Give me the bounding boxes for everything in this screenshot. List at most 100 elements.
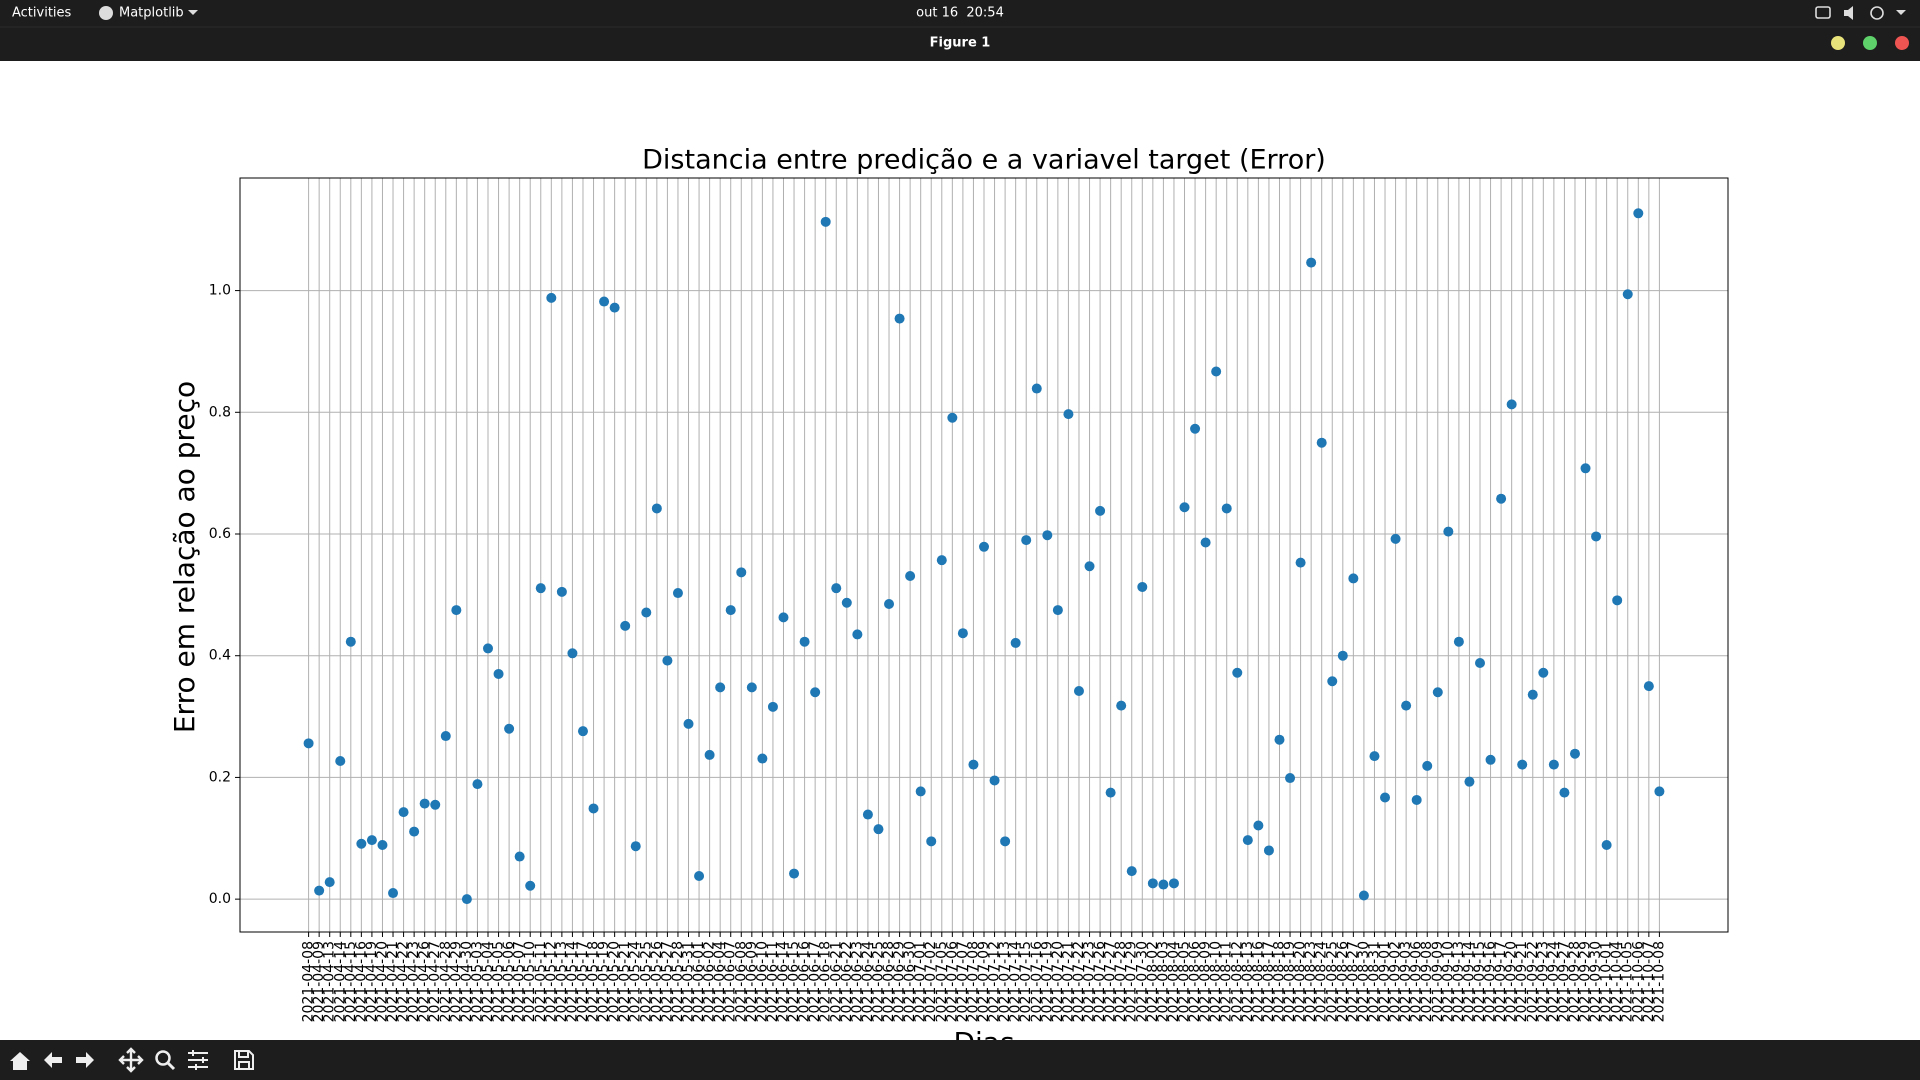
top-bar [0, 0, 1920, 61]
window-title: Figure 1 [930, 36, 991, 51]
point [1306, 257, 1317, 268]
pan-button[interactable] [118, 1047, 144, 1073]
x-tick-label: 2021-08-17 [1261, 941, 1277, 1022]
x-tick-label: 2021-05-12 [543, 941, 559, 1022]
y-tick-label: 0.0 [209, 891, 231, 907]
x-tick-label: 2021-05-14 [564, 941, 580, 1022]
point [1232, 667, 1243, 678]
point [1475, 658, 1485, 669]
home-button[interactable] [10, 1052, 30, 1070]
x-tick-label: 2021-06-15 [786, 941, 802, 1022]
x-tick-label: 2021-08-20 [1293, 941, 1309, 1022]
x-tick-label: 2021-04-28 [438, 941, 454, 1022]
point [556, 586, 567, 597]
forward-button[interactable] [76, 1052, 94, 1068]
point [377, 839, 388, 850]
x-tick-label: 2021-07-09 [976, 941, 992, 1022]
point [1105, 787, 1116, 798]
x-tick-label: 2021-08-19 [1282, 941, 1298, 1022]
x-tick-label: 2021-09-06 [1409, 941, 1425, 1022]
x-tick-label: 2021-09-21 [1514, 941, 1530, 1022]
point [388, 888, 399, 899]
clock[interactable]: out 16 20:54 [916, 6, 1004, 21]
toolbar [0, 1040, 1920, 1080]
x-tick-label: 2021-06-01 [691, 941, 707, 1022]
point [1095, 505, 1106, 516]
x-tick-label: 2021-09-22 [1525, 941, 1541, 1022]
x-tick-label: 2021-07-29 [1124, 941, 1140, 1022]
point [1168, 878, 1179, 889]
x-tick-label: 2021-10-07 [1641, 941, 1657, 1022]
volume-icon[interactable] [1844, 6, 1853, 20]
app-menu[interactable]: Matplotlib [119, 6, 184, 21]
point [662, 655, 673, 666]
point [683, 718, 694, 729]
point [1137, 581, 1148, 592]
point [599, 296, 610, 307]
back-button[interactable] [44, 1052, 62, 1068]
x-tick-label: 2021-09-01 [1377, 941, 1393, 1022]
x-tick-label: 2021-05-10 [522, 941, 538, 1022]
point [588, 803, 599, 814]
x-tick-label: 2021-08-10 [1208, 941, 1224, 1022]
point [630, 841, 641, 852]
activities[interactable]: Activities [12, 6, 72, 21]
x-tick-label: 2021-04-29 [448, 941, 464, 1022]
point [1084, 561, 1095, 572]
minimize-button[interactable] [1831, 36, 1845, 50]
point [324, 877, 335, 888]
point [1401, 700, 1412, 711]
save-button[interactable] [234, 1050, 254, 1070]
point [1390, 533, 1401, 544]
point [1506, 399, 1517, 410]
point [1369, 751, 1380, 762]
x-tick-label: 2021-08-24 [1314, 941, 1330, 1022]
point [1211, 366, 1222, 377]
x-tick-label: 2021-07-23 [1082, 941, 1098, 1022]
x-tick-label: 2021-06-07 [723, 941, 739, 1022]
maximize-button[interactable] [1863, 36, 1877, 50]
zoom-button[interactable] [155, 1050, 176, 1071]
x-tick-label: 2021-04-08 [301, 941, 317, 1022]
x-tick-label: 2021-08-18 [1271, 941, 1287, 1022]
x-tick-label: 2021-05-17 [575, 941, 591, 1022]
x-tick-label: 2021-07-05 [934, 941, 950, 1022]
point [1527, 689, 1538, 700]
point [1116, 700, 1127, 711]
close-button[interactable] [1895, 36, 1909, 50]
point [1622, 289, 1633, 300]
point [1242, 835, 1253, 846]
x-tick-label: 2021-08-27 [1345, 941, 1361, 1022]
point [356, 838, 367, 849]
point [1633, 208, 1644, 219]
x-tick-label: 2021-08-31 [1366, 941, 1382, 1022]
x-tick-label: 2021-06-28 [881, 941, 897, 1022]
point [841, 597, 852, 608]
x-tick-label: 2021-04-14 [332, 941, 348, 1022]
point [483, 643, 493, 654]
x-tick-label: 2021-10-06 [1630, 941, 1646, 1022]
x-tick-label: 2021-06-18 [818, 941, 834, 1022]
x-tick-label: 2021-06-22 [839, 941, 855, 1022]
point [609, 302, 620, 313]
configure-button[interactable] [188, 1050, 208, 1070]
point [1285, 773, 1296, 784]
point [1643, 681, 1654, 692]
point [1221, 503, 1232, 514]
network-icon[interactable] [1815, 6, 1831, 19]
x-tick-label: 2021-06-17 [807, 941, 823, 1022]
point [419, 798, 430, 809]
x-tick-label: 2021-07-21 [1060, 941, 1076, 1022]
x-tick-label: 2021-05-11 [533, 941, 549, 1022]
x-tick-label: 2021-08-12 [1229, 941, 1245, 1022]
point [493, 668, 504, 679]
point [715, 682, 726, 693]
point [810, 687, 821, 698]
x-tick-label: 2021-07-08 [965, 941, 981, 1022]
x-tick-label: 2021-08-16 [1250, 941, 1266, 1022]
power-icon[interactable] [1870, 6, 1884, 20]
system-menu-arrow[interactable] [1896, 10, 1906, 15]
point [451, 605, 462, 616]
x-tick-label: 2021-06-23 [849, 941, 865, 1022]
